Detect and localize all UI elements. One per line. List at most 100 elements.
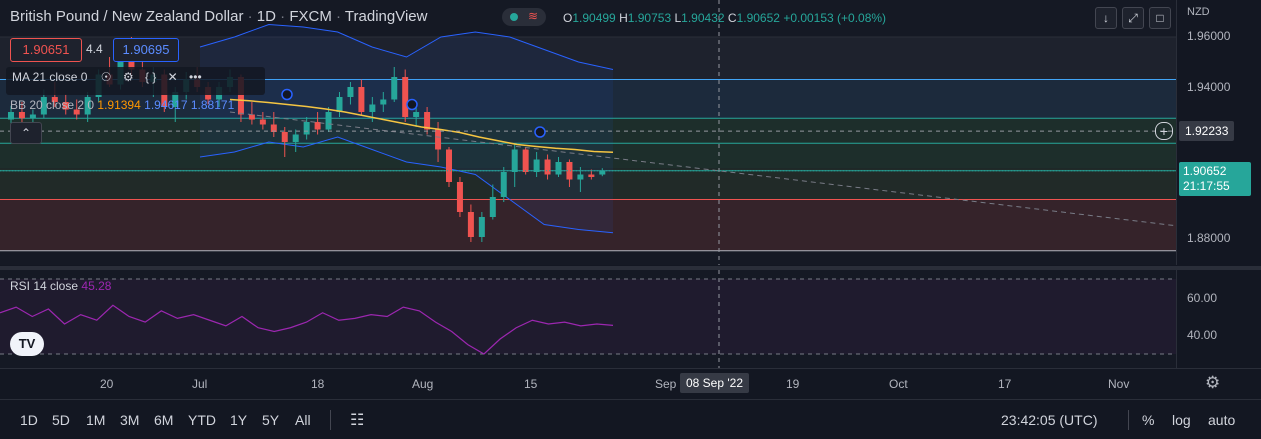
percent-toggle[interactable]: % (1142, 412, 1155, 428)
timeframe-5y[interactable]: 5Y (262, 412, 280, 428)
drawing-anchor-point (534, 126, 546, 138)
ma-legend[interactable]: MA 21 close 0 ☉ ⚙ { } ✕ ••• (6, 67, 265, 95)
time-tick: 17 (998, 377, 1012, 391)
add-price-line-icon[interactable]: + (1155, 122, 1173, 140)
exchange-label: FXCM (289, 8, 332, 25)
rsi-band (0, 279, 1176, 354)
timeframe-ytd[interactable]: YTD (188, 412, 216, 428)
low-value: 1.90432 (681, 11, 725, 25)
auto-toggle[interactable]: auto (1208, 412, 1236, 428)
currency-label[interactable]: NZD (1187, 6, 1210, 18)
candle-body (347, 87, 354, 97)
rsi-tick: 60.00 (1187, 291, 1218, 305)
buy-button[interactable]: 1.90695 (113, 38, 179, 62)
timeframe-all[interactable]: All (295, 412, 311, 428)
rsi-label: RSI 14 close (10, 279, 79, 293)
candle-body (533, 159, 540, 172)
clock-label[interactable]: 23:42:05 (UTC) (1001, 412, 1098, 428)
candle-body (544, 159, 551, 175)
sell-button[interactable]: 1.90651 (10, 38, 82, 62)
last-price-label: 1.90652 21:17:55 (1179, 162, 1251, 196)
candle-body (8, 112, 14, 120)
pane-separator[interactable] (0, 266, 1261, 270)
candle-body (599, 170, 606, 175)
price-tick: 1.88000 (1187, 231, 1231, 245)
candle-body (588, 174, 595, 177)
candle-body (292, 134, 299, 142)
candle-body (325, 112, 332, 130)
candle-body (577, 174, 584, 180)
candle-body (62, 102, 69, 110)
candle-body (18, 112, 25, 119)
settings-gear-icon[interactable]: ⚙ (1205, 373, 1221, 392)
timeframe-1m[interactable]: 1M (86, 412, 106, 428)
timeframe-1d[interactable]: 1D (20, 412, 38, 428)
candle-body (511, 149, 518, 172)
fullscreen-icon[interactable]: ⤢ (1122, 7, 1144, 29)
trend-line (229, 111, 1176, 227)
timeframe-3m[interactable]: 3M (120, 412, 140, 428)
time-tick: Oct (889, 377, 908, 391)
price-chart[interactable] (0, 0, 1176, 265)
candle-body (413, 112, 420, 117)
candle-body (51, 97, 58, 102)
crosshair-price-label: 1.92233 (1179, 121, 1235, 141)
candle-body (391, 77, 398, 100)
candle-body (248, 114, 255, 120)
candle-body (172, 92, 179, 107)
symbol-legend[interactable]: British Pound / New Zealand Dollar · 1D … (10, 8, 428, 25)
price-tick: 1.96000 (1187, 29, 1231, 43)
candle-body (259, 119, 266, 125)
price-axis[interactable]: NZD 1.96000 1.94000 1.88000 1.92233 1.90… (1176, 0, 1261, 265)
bb-basis: 1.91394 (97, 98, 141, 112)
candle-body (522, 149, 529, 172)
tradingview-logo[interactable]: TV (10, 332, 44, 356)
close-icon[interactable]: ✕ (167, 70, 178, 84)
candle-body (380, 99, 387, 105)
bottom-toolbar: 1D 5D 1M 3M 6M YTD 1Y 5Y All ☷ 23:42:05 … (0, 399, 1261, 439)
drawing-anchor-point (406, 98, 418, 111)
toolbar-divider (1128, 410, 1129, 430)
zone-band (0, 168, 1176, 200)
main-chart-pane[interactable] (0, 0, 1176, 265)
rsi-chart[interactable] (0, 270, 1176, 368)
bb-upper: 1.94617 (144, 98, 188, 112)
candle-body (128, 62, 135, 70)
candle-body (237, 77, 244, 115)
timeframe-6m[interactable]: 6M (154, 412, 174, 428)
time-axis[interactable]: 20 Jul 18 Aug 15 Sep 08 Sep '22 19 Oct 1… (0, 368, 1261, 399)
buy-price: 1.90695 (122, 42, 170, 57)
toolbar-divider (330, 410, 331, 430)
candle-body (489, 197, 496, 217)
rsi-axis[interactable]: 60.00 40.00 (1176, 270, 1261, 368)
symbol-name: British Pound / New Zealand Dollar (10, 8, 244, 25)
time-tick: 19 (786, 377, 800, 391)
candle-body (73, 109, 80, 115)
chevron-down-icon[interactable]: ↓ (1095, 7, 1117, 29)
candle-body (435, 129, 442, 150)
log-toggle[interactable]: log (1172, 412, 1191, 428)
candle-body (281, 132, 288, 142)
market-status-icon[interactable]: ≋ (502, 8, 546, 26)
change-value: +0.00153 (+0.08%) (783, 11, 887, 25)
spread-label: 4.4 (86, 42, 103, 56)
drawing-anchor-point (281, 88, 293, 101)
timeframe-5d[interactable]: 5D (52, 412, 70, 428)
rsi-line (0, 304, 614, 355)
gear-icon[interactable]: ⚙ (122, 70, 134, 84)
eye-icon[interactable]: ☉ (100, 70, 112, 84)
collapse-legend-button[interactable]: ⌃ (10, 122, 42, 144)
more-icon[interactable]: ••• (189, 70, 202, 84)
timeframe-1y[interactable]: 1Y (230, 412, 248, 428)
restore-icon[interactable]: □ (1149, 7, 1171, 29)
ma-label: MA 21 close 0 (12, 70, 88, 84)
candle-body (555, 162, 562, 175)
time-tick: Nov (1108, 377, 1130, 391)
source-code-icon[interactable]: { } (144, 70, 157, 84)
bb-legend[interactable]: BB 20 close 2 0 1.91394 1.94617 1.88171 (10, 98, 234, 112)
interval-label: 1D (256, 8, 276, 25)
time-tick: Jul (192, 377, 208, 391)
rsi-pane[interactable] (0, 270, 1176, 368)
rsi-legend[interactable]: RSI 14 close 45.28 (10, 279, 111, 293)
date-range-icon[interactable]: ☷ (350, 412, 365, 429)
